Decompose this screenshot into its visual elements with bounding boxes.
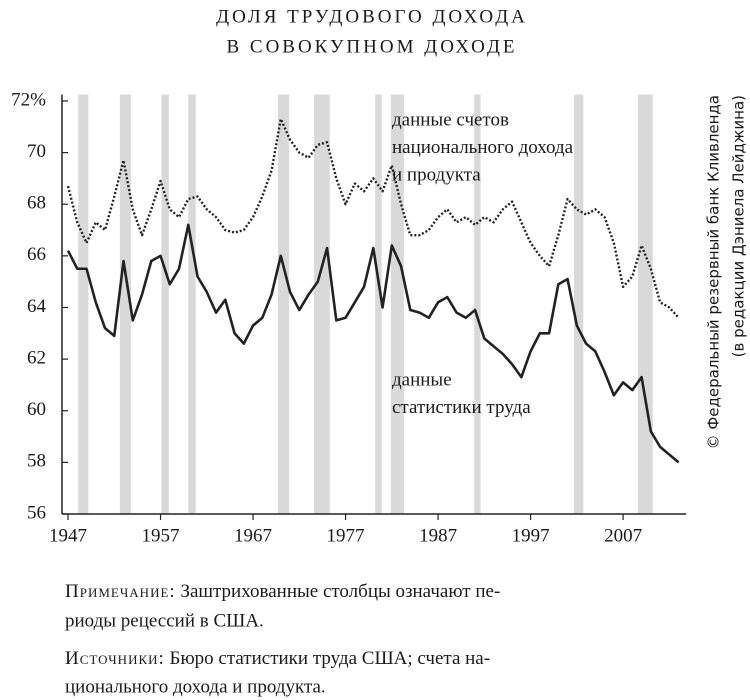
sources-text: Бюро статистики труда США; счета на- [170, 648, 491, 669]
series-label: и продукта [392, 164, 481, 185]
recession-band [574, 94, 584, 514]
recession-band [78, 94, 89, 514]
y-tick-label: 56 [27, 502, 46, 523]
y-tick-label: 64 [27, 296, 47, 317]
series-label: национального дохода [392, 137, 574, 158]
note-text: Заштрихованные столбцы означают пе- [180, 581, 500, 602]
x-tick-label: 1957 [142, 525, 180, 546]
chart-title: В СОВОКУПНОМ ДОХОДЕ [226, 36, 517, 57]
series-label: статистики труда [392, 397, 531, 418]
series-line [66, 223, 680, 464]
series-label: данные [392, 369, 452, 390]
y-tick-label: 66 [27, 244, 46, 265]
x-tick-label: 1977 [327, 525, 365, 546]
y-tick-label: 58 [27, 451, 46, 472]
x-tick-label: 1947 [49, 525, 87, 546]
recession-band [637, 94, 653, 514]
credit: © Федеральный резервный банк Кливленда [705, 95, 723, 449]
recession-band [161, 94, 169, 514]
x-tick-label: 1967 [234, 525, 272, 546]
recession-band [188, 94, 196, 514]
series-line [66, 117, 680, 319]
x-tick-label: 1997 [512, 525, 550, 546]
chart-title: ДОЛЯ ТРУДОВОГО ДОХОДА [216, 6, 528, 27]
recession-band [119, 94, 131, 514]
series-label: данные счетов [392, 109, 509, 130]
recession-band [474, 94, 481, 514]
note: Примечание: Заштрихованные столбцы означ… [65, 581, 500, 602]
y-tick-label: 72% [11, 89, 46, 110]
y-tick-label: 60 [27, 399, 46, 420]
plot-area [66, 94, 680, 514]
x-tick-label: 1987 [419, 525, 457, 546]
recession-band [278, 94, 290, 514]
x-tick-label: 2007 [604, 525, 642, 546]
sources-text: ционального дохода и продукта. [65, 676, 326, 697]
credit: (в редакции Дэниела Лейджина) [730, 95, 748, 357]
note-label: Примечание: [65, 581, 176, 602]
sources: Источники: Бюро статистики труда США; сч… [65, 648, 490, 669]
recession-band [375, 94, 382, 514]
recession-band [390, 94, 404, 514]
y-tick-label: 62 [27, 347, 46, 368]
y-tick-label: 70 [27, 141, 46, 162]
note-text: риоды рецессий в США. [65, 610, 264, 631]
sources-label: Источники: [65, 648, 165, 669]
y-tick-label: 68 [27, 193, 46, 214]
recession-band [314, 94, 330, 514]
